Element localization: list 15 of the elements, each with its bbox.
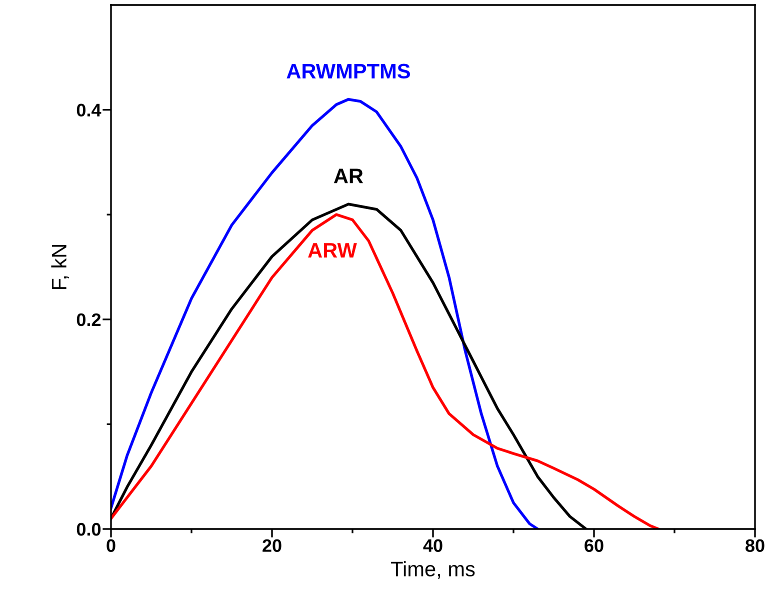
x-tick-label: 20 <box>262 539 282 552</box>
y-axis-title: F, kN <box>51 244 69 290</box>
y-tick-label: 0.4 <box>76 104 102 117</box>
x-tick-label: 80 <box>746 539 764 552</box>
series-label: AR <box>334 168 364 184</box>
series-label: ARW <box>308 243 357 258</box>
series-label: ARWMPTMS <box>286 64 410 79</box>
x-tick-label: 0 <box>106 539 116 552</box>
x-axis-title: Time, ms <box>391 561 475 579</box>
line-series <box>111 98 540 529</box>
x-tick-label: 40 <box>423 539 442 552</box>
line-series <box>111 213 660 529</box>
x-tick-label: 60 <box>584 539 604 552</box>
text: 0.0 <box>76 522 101 536</box>
y-tick-label: 0.2 <box>76 313 101 326</box>
